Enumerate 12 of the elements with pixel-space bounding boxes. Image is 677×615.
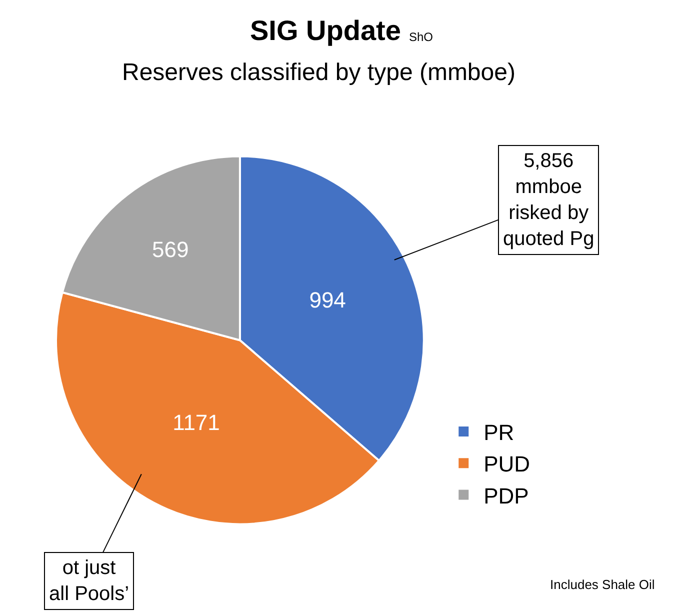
legend-label: PDP — [484, 483, 529, 508]
legend-label: PUD — [484, 452, 530, 477]
data-label: 1171 — [172, 410, 220, 435]
text: ot just all Pools’ — [49, 557, 130, 605]
data-label: 994 — [309, 288, 346, 313]
text: Includes Shale Oil — [550, 577, 655, 592]
chart-subtitle: Reserves classified by type (mmboe) — [122, 59, 516, 86]
data-label: 569 — [152, 236, 189, 262]
text: 5,856 mmboe risked by quoted Pg — [503, 150, 594, 250]
legend-label: PR — [484, 420, 514, 446]
chart-title: SIG Update — [250, 15, 401, 46]
text: ShO — [409, 30, 434, 44]
